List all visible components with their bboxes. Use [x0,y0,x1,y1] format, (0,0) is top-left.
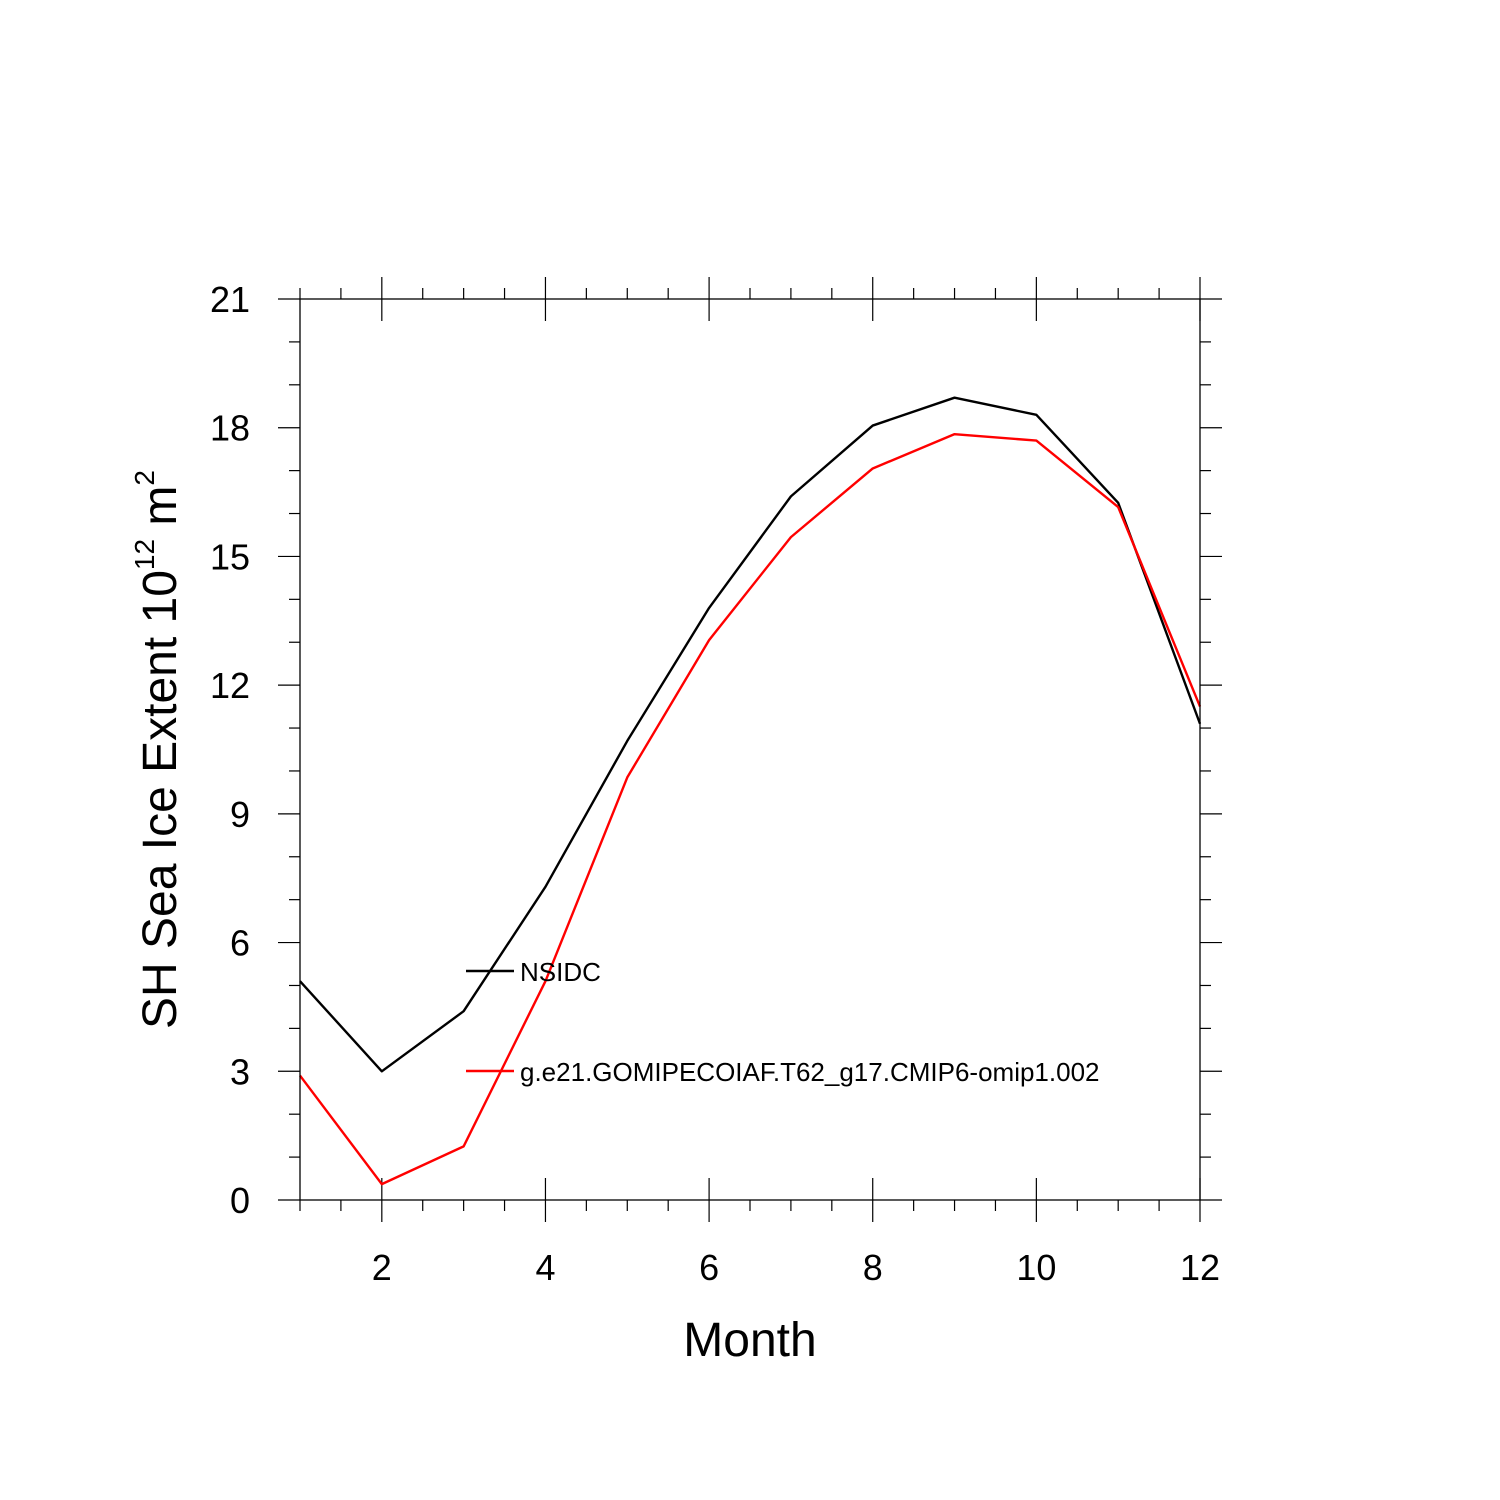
y-axis-title-exponent: 12 [129,539,160,570]
y-tick-label: 9 [230,794,250,835]
y-tick-label: 21 [210,279,250,320]
x-tick-label: 4 [535,1247,555,1288]
y-tick-label: 0 [230,1180,250,1221]
y-axis-title: SH Sea Ice Extent 1012 m2 [129,470,187,1029]
x-tick-label: 12 [1180,1247,1220,1288]
legend-label: g.e21.GOMIPECOIAF.T62_g17.CMIP6-omip1.00… [520,1057,1100,1087]
x-tick-label: 8 [863,1247,883,1288]
y-tick-label: 3 [230,1051,250,1092]
x-tick-label: 2 [372,1247,392,1288]
y-axis-title-unit-exponent: 2 [129,470,160,486]
series-line-1 [299,432,1202,1186]
series-line-0 [299,396,1202,1073]
y-tick-label: 18 [210,408,250,449]
y-axis-title-text: SH Sea Ice Extent 10 [134,570,187,1029]
y-tick-label: 6 [230,923,250,964]
plot-frame [299,298,1201,1201]
y-tick-label: 15 [210,536,250,577]
legend-label: NSIDC [520,957,601,987]
tick-labels: 2 4 6 8 10 12 0 3 6 9 12 15 18 21 [210,279,1220,1288]
legend: NSIDC g.e21.GOMIPECOIAF.T62_g17.CMIP6-omi… [466,957,1100,1087]
y-tick-label: 12 [210,665,250,706]
x-tick-label: 6 [699,1247,719,1288]
y-axis-title-unit: m [134,486,187,539]
series-lines [299,396,1202,1186]
x-tick-label: 10 [1016,1247,1056,1288]
x-axis-title: Month [683,1314,816,1367]
